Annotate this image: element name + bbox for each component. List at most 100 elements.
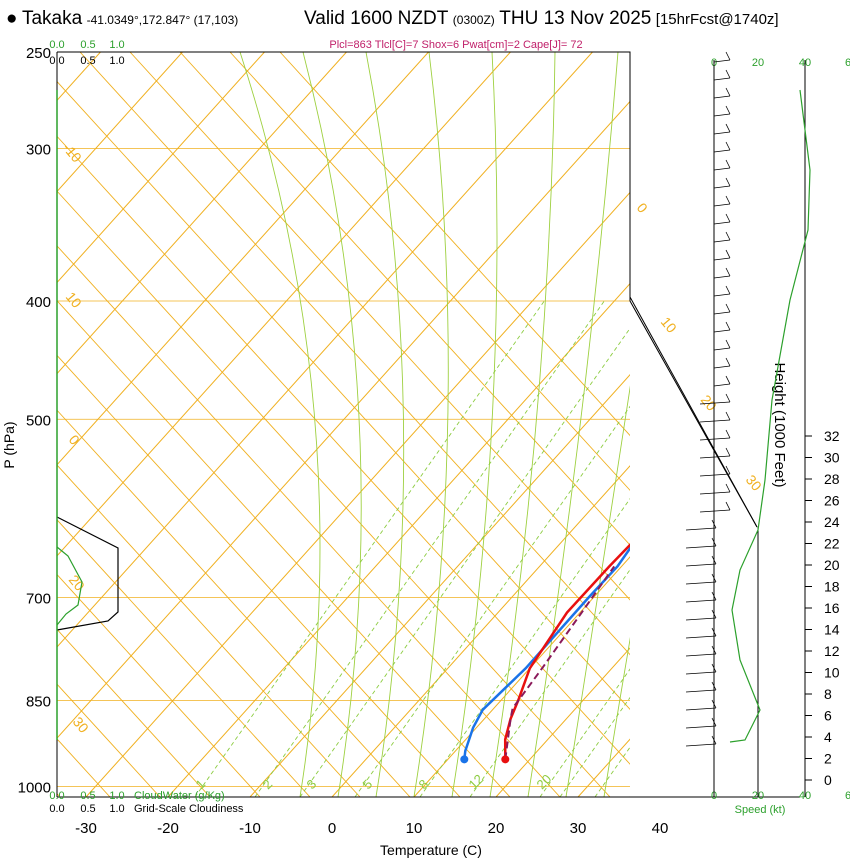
wind-barb-staff-31 xyxy=(685,617,717,621)
moist-adiabat-3 xyxy=(413,52,449,797)
temp-tick-m30: -30 xyxy=(75,820,97,837)
height-label-16: 16 xyxy=(824,600,840,616)
height-label-26: 26 xyxy=(824,493,840,509)
dry-adiabat-25 xyxy=(57,80,630,711)
isotherm-label-8: 0 xyxy=(634,200,651,216)
wind-barb-staff-22 xyxy=(699,455,731,459)
mixing-ratio-line-8 xyxy=(594,746,630,797)
height-label-32: 32 xyxy=(824,428,840,444)
height-label-22: 22 xyxy=(824,536,840,552)
x-axis-label: Temperature (C) xyxy=(380,842,482,858)
dry-adiabat-21 xyxy=(57,300,511,797)
wind-barb-flag-7 xyxy=(725,177,731,187)
dry-adiabat-24 xyxy=(57,135,630,765)
wind-barb-staff-11 xyxy=(713,257,731,261)
wind-barb-flag-2 xyxy=(725,87,731,97)
cloudiness-top-tick-0: 0.0 xyxy=(49,55,64,67)
wind-barb-staff-26 xyxy=(685,527,717,531)
wind-barb-staff-36 xyxy=(685,707,717,711)
wind-barb-10 xyxy=(713,231,731,243)
wind-barb-27 xyxy=(685,537,717,549)
wind-speed-profile xyxy=(729,89,811,743)
wind-barb-flag-37 xyxy=(711,717,717,727)
wind-barb-staff-7 xyxy=(713,185,731,189)
wind-barb-staff-35 xyxy=(685,689,717,693)
isotherm-label-0: 30 xyxy=(70,714,92,736)
wind-barb-6 xyxy=(713,159,731,171)
dry-adiabat-14 xyxy=(57,683,161,797)
wind-barb-staff-0 xyxy=(713,59,731,63)
wind-barb-flag-34 xyxy=(711,663,717,673)
wind-barb-30 xyxy=(685,591,717,603)
header-location-line: ● Takaka -41.0349°,172.847° (17,103) xyxy=(6,8,238,30)
wind-barb-28 xyxy=(685,555,717,567)
wind-barb-36 xyxy=(685,699,717,711)
isotherm-label-1: 20 xyxy=(66,572,88,594)
wind-barb-2 xyxy=(713,87,731,99)
wind-barb-flag-28 xyxy=(711,555,717,565)
dewpoint-line xyxy=(463,546,630,760)
isotherm-20 xyxy=(495,647,630,797)
pressure-tick-850: 850 xyxy=(26,693,51,710)
wind-barb-staff-21 xyxy=(699,437,731,441)
moist-adiabat-7 xyxy=(565,385,630,797)
y-axis-label: P (hPa) xyxy=(1,421,17,468)
isotherm--10 xyxy=(249,374,630,797)
moist-adiabat-5 xyxy=(489,52,556,797)
height-label-8: 8 xyxy=(824,686,832,702)
temp-tick-10: 10 xyxy=(406,820,423,837)
wind-barb-flag-31 xyxy=(711,609,717,619)
isotherm--50 xyxy=(57,52,593,648)
wind-barb-33 xyxy=(685,645,717,657)
wind-barb-staff-20 xyxy=(699,419,731,423)
wind-barb-staff-10 xyxy=(713,239,731,243)
mixing-ratio-line-1 xyxy=(254,299,606,797)
height-label-28: 28 xyxy=(824,471,840,487)
wind-barb-22 xyxy=(699,447,731,459)
height-label-4: 4 xyxy=(824,729,832,745)
cloud-water-top-tick-1: 0.5 xyxy=(80,39,95,51)
isotherm-label-2: 10 xyxy=(63,289,85,311)
wind-barb-8 xyxy=(713,195,731,207)
wind-barb-flag-0 xyxy=(725,51,731,61)
wind-barb-staff-27 xyxy=(685,545,717,549)
pressure-tick-500: 500 xyxy=(26,412,51,429)
cloud-water-top-tick-0: 0.0 xyxy=(49,39,64,51)
moist-adiabat-2 xyxy=(365,52,405,797)
surface-temperature-dot xyxy=(501,755,510,764)
wind-barb-0 xyxy=(713,51,731,63)
mixing-ratio-line-5 xyxy=(469,569,630,797)
cloud-water-profile xyxy=(56,546,83,626)
dry-adiabat-18 xyxy=(57,464,361,797)
wind-barb-staff-38 xyxy=(685,743,717,747)
mixing-ratio-label-3: 3 xyxy=(304,776,320,792)
wind-barb-staff-30 xyxy=(685,599,717,603)
wind-barb-flag-16 xyxy=(725,339,731,349)
wind-barb-staff-29 xyxy=(685,581,717,585)
wind-barb-4 xyxy=(713,123,731,135)
wind-barb-13 xyxy=(713,285,731,297)
wind-barb-staff-4 xyxy=(713,131,731,135)
wind-barb-staff-19 xyxy=(699,401,731,405)
wind-barb-flag-38 xyxy=(711,735,717,745)
wind-bottom-tick-3: 6 xyxy=(845,790,850,802)
isotherm-label-5: 10 xyxy=(658,314,680,336)
isotherm-10 xyxy=(413,556,630,797)
wind-barb-15 xyxy=(713,321,731,333)
dry-adiabat-27 xyxy=(129,52,630,601)
wind-barb-19 xyxy=(699,393,731,405)
wind-barb-11 xyxy=(713,249,731,261)
moist-adiabat-0 xyxy=(239,52,321,797)
wind-barb-flag-32 xyxy=(711,627,717,637)
wind-barb-staff-23 xyxy=(699,473,731,477)
wind-barb-9 xyxy=(713,213,731,225)
mixing-ratio-label-12: 12 xyxy=(466,771,487,792)
pressure-tick-400: 400 xyxy=(26,294,51,311)
isotherm--100 xyxy=(57,52,183,193)
wind-barb-staff-6 xyxy=(713,167,731,171)
cloud-water-bottom-tick-1: 0.5 xyxy=(80,790,95,802)
wind-speed-label: Speed (kt) xyxy=(735,804,786,816)
wind-barb-flag-4 xyxy=(725,123,731,133)
